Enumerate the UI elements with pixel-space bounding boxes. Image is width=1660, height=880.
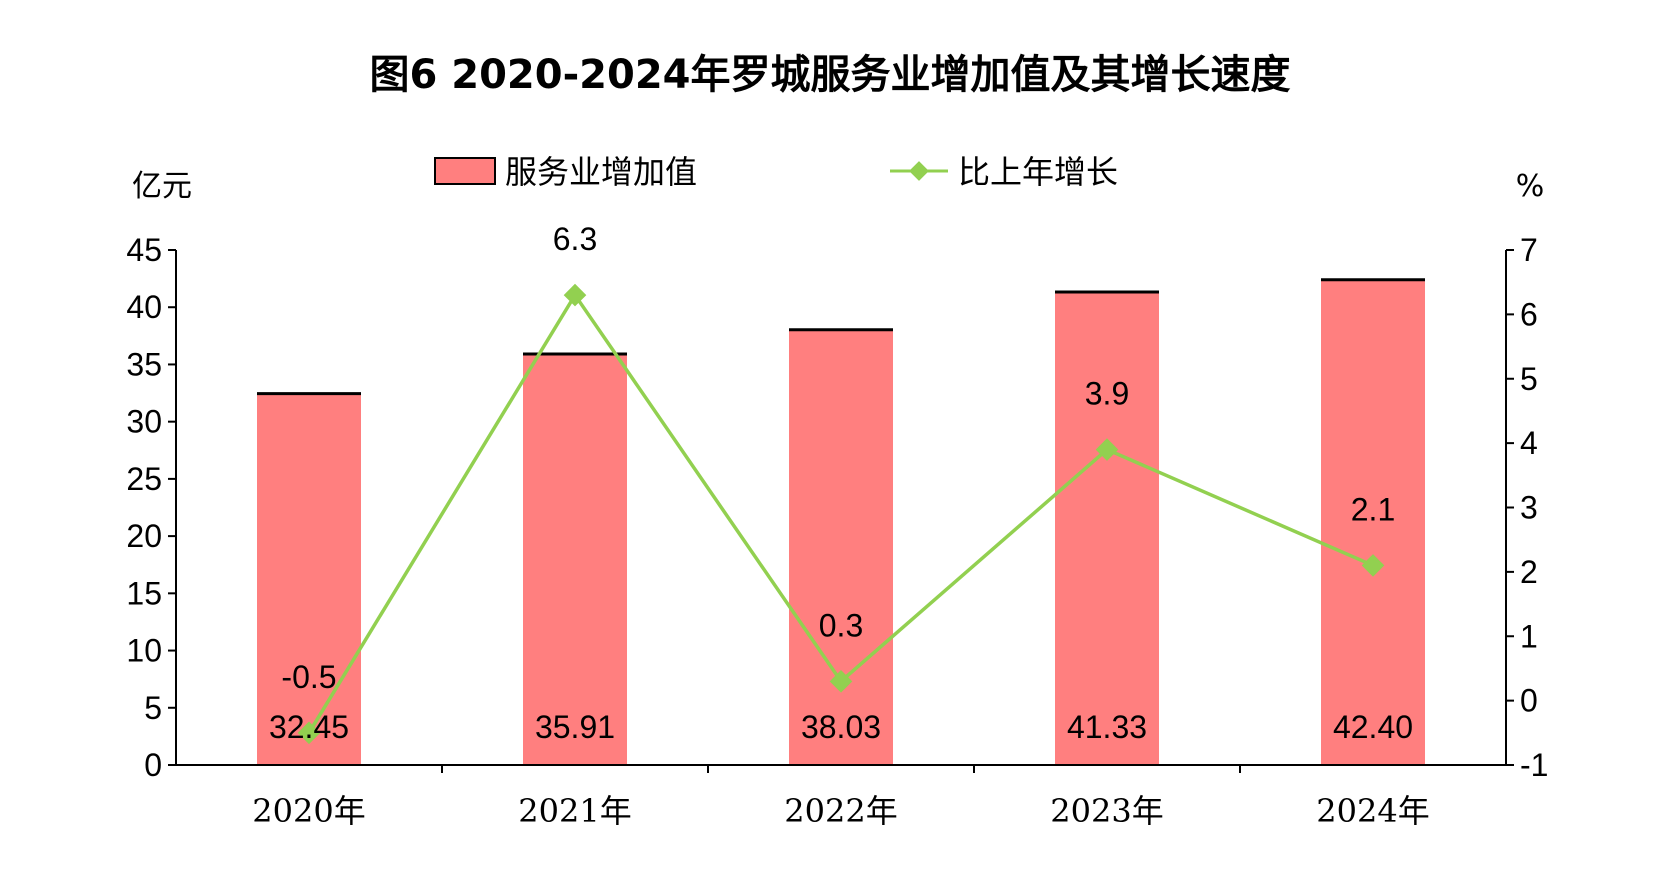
growth-point-0 — [297, 721, 321, 745]
left-tick-label-6: 30 — [126, 404, 162, 440]
right-tick-label-3: 2 — [1520, 554, 1538, 590]
growth-value-label-3: 3.9 — [1085, 376, 1129, 412]
bar-value-label-2: 38.03 — [801, 709, 881, 745]
legend-swatch-bar — [434, 157, 496, 185]
bar-2 — [789, 329, 893, 765]
x-tick-label-0: 2020年 — [252, 792, 365, 830]
bar-3 — [1055, 292, 1159, 765]
bar-value-label-1: 35.91 — [535, 709, 615, 745]
bar-1 — [523, 354, 627, 765]
right-tick-label-0: -1 — [1520, 747, 1548, 783]
bar-value-label-3: 41.33 — [1067, 709, 1147, 745]
growth-point-4 — [1361, 554, 1385, 577]
legend-label-bar: 服务业增加值 — [505, 153, 697, 191]
growth-value-label-2: 0.3 — [819, 607, 863, 643]
growth-value-label-1: 6.3 — [553, 221, 597, 257]
growth-point-2 — [829, 669, 853, 693]
x-tick-label-2: 2022年 — [784, 792, 897, 830]
left-tick-label-9: 45 — [126, 232, 162, 268]
left-tick-label-8: 40 — [126, 289, 162, 325]
growth-value-label-4: 2.1 — [1351, 491, 1395, 527]
bar-4 — [1321, 279, 1425, 765]
right-tick-label-5: 4 — [1520, 425, 1538, 461]
growth-point-3 — [1095, 438, 1119, 461]
right-tick-label-6: 5 — [1520, 361, 1538, 397]
growth-value-label-0: -0.5 — [281, 659, 336, 695]
left-tick-label-5: 25 — [126, 461, 162, 497]
x-tick-label-4: 2024年 — [1316, 792, 1429, 830]
bar-value-label-0: 32.45 — [269, 709, 349, 745]
right-tick-label-7: 6 — [1520, 296, 1538, 332]
left-tick-label-2: 10 — [126, 633, 162, 669]
left-axis-unit: 亿元 — [132, 169, 192, 204]
legend-label-line: 比上年增长 — [958, 153, 1118, 191]
data-labels: 32.45 35.91 38.03 41.33 42.40 -0.5 6.3 0.3 3.9 2.… — [269, 221, 1413, 745]
left-tick-label-7: 35 — [126, 346, 162, 382]
right-axis-unit: % — [1516, 169, 1545, 204]
bar-value-label-4: 42.40 — [1333, 709, 1413, 745]
legend: 服务业增加值 比上年增长 — [434, 153, 1118, 191]
chart-title: 图6 2020-2024年罗城服务业增加值及其增长速度 — [369, 52, 1290, 98]
right-tick-label-4: 3 — [1520, 490, 1538, 526]
x-tick-label-3: 2023年 — [1050, 792, 1163, 830]
right-tick-label-2: 1 — [1520, 618, 1538, 654]
bar-series — [257, 278, 1425, 765]
x-tick-label-1: 2021年 — [518, 792, 631, 830]
left-tick-label-1: 5 — [144, 690, 162, 726]
legend-marker-icon — [909, 161, 929, 181]
left-tick-label-3: 15 — [126, 575, 162, 611]
growth-point-1 — [563, 283, 587, 307]
right-tick-label-1: 0 — [1520, 683, 1538, 719]
left-tick-label-0: 0 — [144, 747, 162, 783]
line-series — [297, 283, 1385, 745]
right-tick-label-8: 7 — [1520, 232, 1538, 268]
bar-0 — [257, 393, 361, 765]
left-tick-label-4: 20 — [126, 518, 162, 554]
